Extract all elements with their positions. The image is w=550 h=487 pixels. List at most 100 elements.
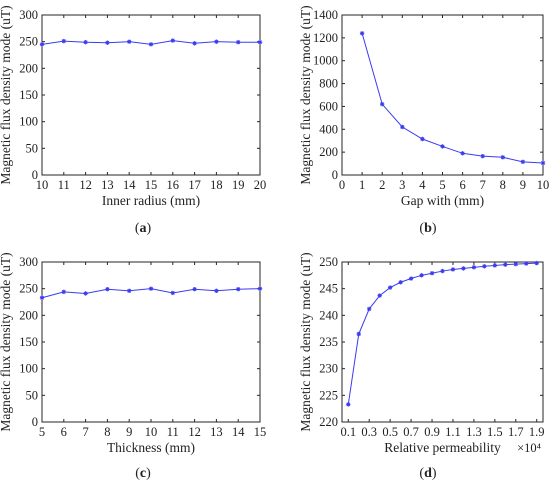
y-tick-label: 220 — [319, 415, 338, 429]
panel-letter: d — [424, 466, 432, 481]
y-tick-label: 50 — [26, 141, 39, 155]
data-point — [460, 151, 465, 156]
caption-close-paren: ) — [147, 221, 152, 236]
y-tick-label: 1000 — [313, 54, 338, 68]
x-tick-label: 1.9 — [529, 425, 545, 439]
x-tick-label: 7 — [480, 178, 486, 192]
y-tick-label: 400 — [319, 122, 338, 136]
y-tick-label: 240 — [319, 308, 338, 322]
data-point — [480, 153, 485, 159]
caption-open-paren: ( — [135, 466, 140, 481]
data-point — [148, 286, 154, 291]
y-tick-label: 0 — [32, 415, 38, 429]
data-point — [192, 41, 197, 46]
data-point — [61, 38, 66, 44]
x-tick-label: 9 — [126, 425, 132, 439]
data-point — [356, 331, 361, 337]
chart-panel-c: 5 6 7 8 9 10 11 12 13 14 15050100150200250300Thick… — [0, 252, 266, 481]
data-point — [83, 291, 88, 296]
data-point — [520, 159, 526, 165]
y-tick-label: 150 — [19, 88, 38, 102]
data-point — [170, 290, 175, 296]
y-tick-label: 200 — [19, 308, 38, 322]
y-axis-title: Magnetic flux density mode (uT) — [298, 5, 313, 184]
data-point — [214, 39, 219, 44]
caption-close-paren: ) — [146, 466, 151, 481]
data-point — [471, 265, 477, 270]
x-tick-label: 0 — [339, 178, 345, 192]
y-tick-label: 50 — [26, 388, 39, 402]
data-point — [400, 124, 405, 130]
data-point — [524, 261, 529, 266]
panel-caption: (c) — [135, 466, 151, 481]
x-axis-title: Inner radius (mm) — [102, 193, 200, 208]
y-tick-label: 230 — [319, 362, 338, 376]
data-point — [398, 280, 403, 285]
x-tick-label: 15 — [145, 178, 158, 192]
y-tick-label: 100 — [19, 115, 38, 129]
data-point — [461, 266, 466, 271]
y-tick-label: 245 — [319, 282, 338, 296]
x-tick-label: 1.7 — [508, 425, 524, 439]
data-point — [127, 288, 132, 293]
data-point — [492, 263, 498, 268]
y-tick-label: 300 — [19, 8, 38, 22]
x-tick-label: 0.3 — [361, 425, 377, 439]
data-point — [450, 267, 456, 272]
x-tick-label: 13 — [210, 425, 223, 439]
x-axis-title: Relative permeability — [384, 440, 501, 455]
x-tick-label: 16 — [167, 178, 180, 192]
y-tick-label: 250 — [19, 35, 38, 49]
x-tick-label: 6 — [61, 425, 67, 439]
data-point — [387, 285, 393, 290]
x-tick-label: 7 — [82, 425, 88, 439]
data-point — [105, 287, 110, 292]
data-point — [346, 402, 351, 407]
y-tick-label: 200 — [19, 61, 38, 75]
x-tick-label: 15 — [254, 425, 267, 439]
x-tick-label: 18 — [210, 178, 223, 192]
panel-caption: (b) — [419, 221, 436, 236]
x-tick-label: 5 — [39, 425, 45, 439]
data-point — [513, 261, 518, 267]
x-tick-label: 11 — [167, 425, 179, 439]
data-point — [482, 264, 487, 269]
caption-open-paren: ( — [419, 221, 424, 236]
x-tick-label: 14 — [232, 425, 245, 439]
data-point — [367, 306, 372, 312]
data-point — [408, 276, 414, 281]
x-tick-label: 8 — [500, 178, 506, 192]
data-point — [440, 144, 445, 149]
y-tick-label: 600 — [319, 99, 338, 113]
data-point — [39, 295, 45, 300]
x-tick-label: 1.1 — [445, 425, 461, 439]
x-tick-label: 6 — [459, 178, 465, 192]
x-axis-title: Thickness (mm) — [107, 440, 195, 455]
x-tick-label: 10 — [145, 425, 158, 439]
x-tick-label: 4 — [419, 178, 426, 192]
x-tick-label: 1 — [359, 178, 365, 192]
data-point — [503, 262, 508, 267]
y-tick-label: 250 — [19, 282, 38, 296]
axes-box — [41, 261, 261, 423]
data-point — [419, 273, 424, 278]
x-tick-label: 0.9 — [424, 425, 440, 439]
x-tick-label: 2 — [379, 178, 385, 192]
x-axis-title: Gap with (mm) — [401, 193, 484, 208]
y-tick-label: 200 — [319, 145, 338, 159]
x-tick-label: 11 — [58, 178, 70, 192]
x-tick-label: 0.7 — [403, 425, 419, 439]
y-tick-label: 300 — [19, 255, 38, 269]
axes-box — [341, 14, 544, 176]
data-point — [61, 289, 66, 295]
data-point — [257, 286, 263, 291]
data-point — [500, 155, 505, 160]
chart-panel-a: 10 11 12 13 14 15 16 17 18 19 20050100150200250300… — [0, 5, 266, 236]
x-tick-label: 20 — [254, 178, 267, 192]
y-tick-label: 100 — [19, 362, 38, 376]
caption-close-paren: ) — [432, 466, 437, 481]
data-point — [39, 42, 45, 47]
y-tick-label: 0 — [332, 168, 338, 182]
data-point — [83, 40, 88, 45]
